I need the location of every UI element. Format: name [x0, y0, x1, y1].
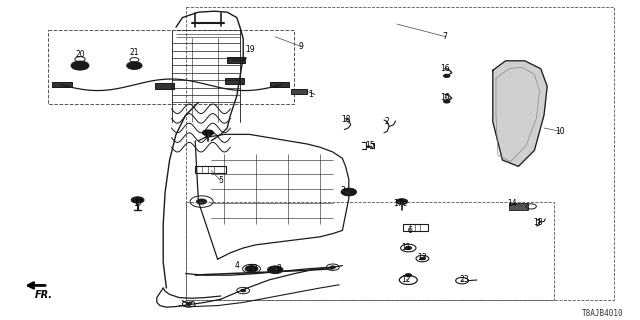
- Bar: [291, 89, 307, 94]
- Text: 14: 14: [507, 199, 517, 208]
- Circle shape: [202, 130, 214, 136]
- Circle shape: [131, 197, 144, 203]
- Text: 8: 8: [276, 264, 281, 273]
- Bar: [227, 57, 245, 63]
- Circle shape: [420, 257, 425, 260]
- Bar: [195, 166, 226, 173]
- Bar: [48, 30, 294, 104]
- Circle shape: [444, 100, 450, 103]
- Circle shape: [405, 274, 412, 277]
- Circle shape: [396, 199, 408, 204]
- Circle shape: [341, 188, 356, 196]
- Text: 2: 2: [385, 117, 390, 126]
- Text: 10: 10: [555, 127, 565, 136]
- Bar: [186, 7, 614, 300]
- Text: 23: 23: [459, 276, 469, 284]
- Bar: [403, 224, 428, 231]
- Text: 17c: 17c: [393, 199, 407, 208]
- Text: 19: 19: [244, 45, 255, 54]
- Text: 16: 16: [440, 64, 450, 73]
- Text: 5: 5: [218, 176, 223, 185]
- Circle shape: [444, 74, 450, 77]
- Text: 20: 20: [75, 50, 85, 59]
- Text: 17: 17: [203, 130, 213, 139]
- Text: 17: 17: [132, 199, 143, 208]
- Circle shape: [196, 199, 207, 204]
- Text: 15: 15: [365, 141, 375, 150]
- Circle shape: [268, 266, 283, 274]
- Circle shape: [330, 266, 335, 268]
- Circle shape: [186, 303, 191, 305]
- Bar: [509, 203, 528, 210]
- Text: FR.: FR.: [35, 290, 52, 300]
- Text: T8AJB4010: T8AJB4010: [582, 309, 624, 318]
- Bar: [225, 78, 244, 84]
- Text: 9: 9: [298, 42, 303, 51]
- Bar: [155, 83, 174, 89]
- Text: 22: 22: [248, 264, 257, 273]
- Text: 11: 11: [402, 244, 411, 252]
- Bar: [52, 82, 72, 87]
- Text: 18: 18: [533, 218, 542, 227]
- Text: 12: 12: [402, 276, 411, 284]
- Circle shape: [241, 289, 246, 292]
- Text: 3: 3: [340, 186, 345, 195]
- Circle shape: [127, 62, 142, 69]
- Text: 13: 13: [417, 253, 428, 262]
- Bar: [186, 202, 554, 300]
- Circle shape: [245, 266, 258, 272]
- Text: 7: 7: [442, 32, 447, 41]
- Text: 4: 4: [234, 261, 239, 270]
- Bar: [270, 82, 289, 87]
- Circle shape: [71, 61, 89, 70]
- Text: 1: 1: [308, 90, 313, 99]
- Text: 16: 16: [440, 93, 450, 102]
- Polygon shape: [493, 61, 547, 166]
- Text: 6: 6: [407, 226, 412, 235]
- Text: 18: 18: [341, 116, 350, 124]
- Text: 21: 21: [130, 48, 139, 57]
- Circle shape: [405, 246, 412, 250]
